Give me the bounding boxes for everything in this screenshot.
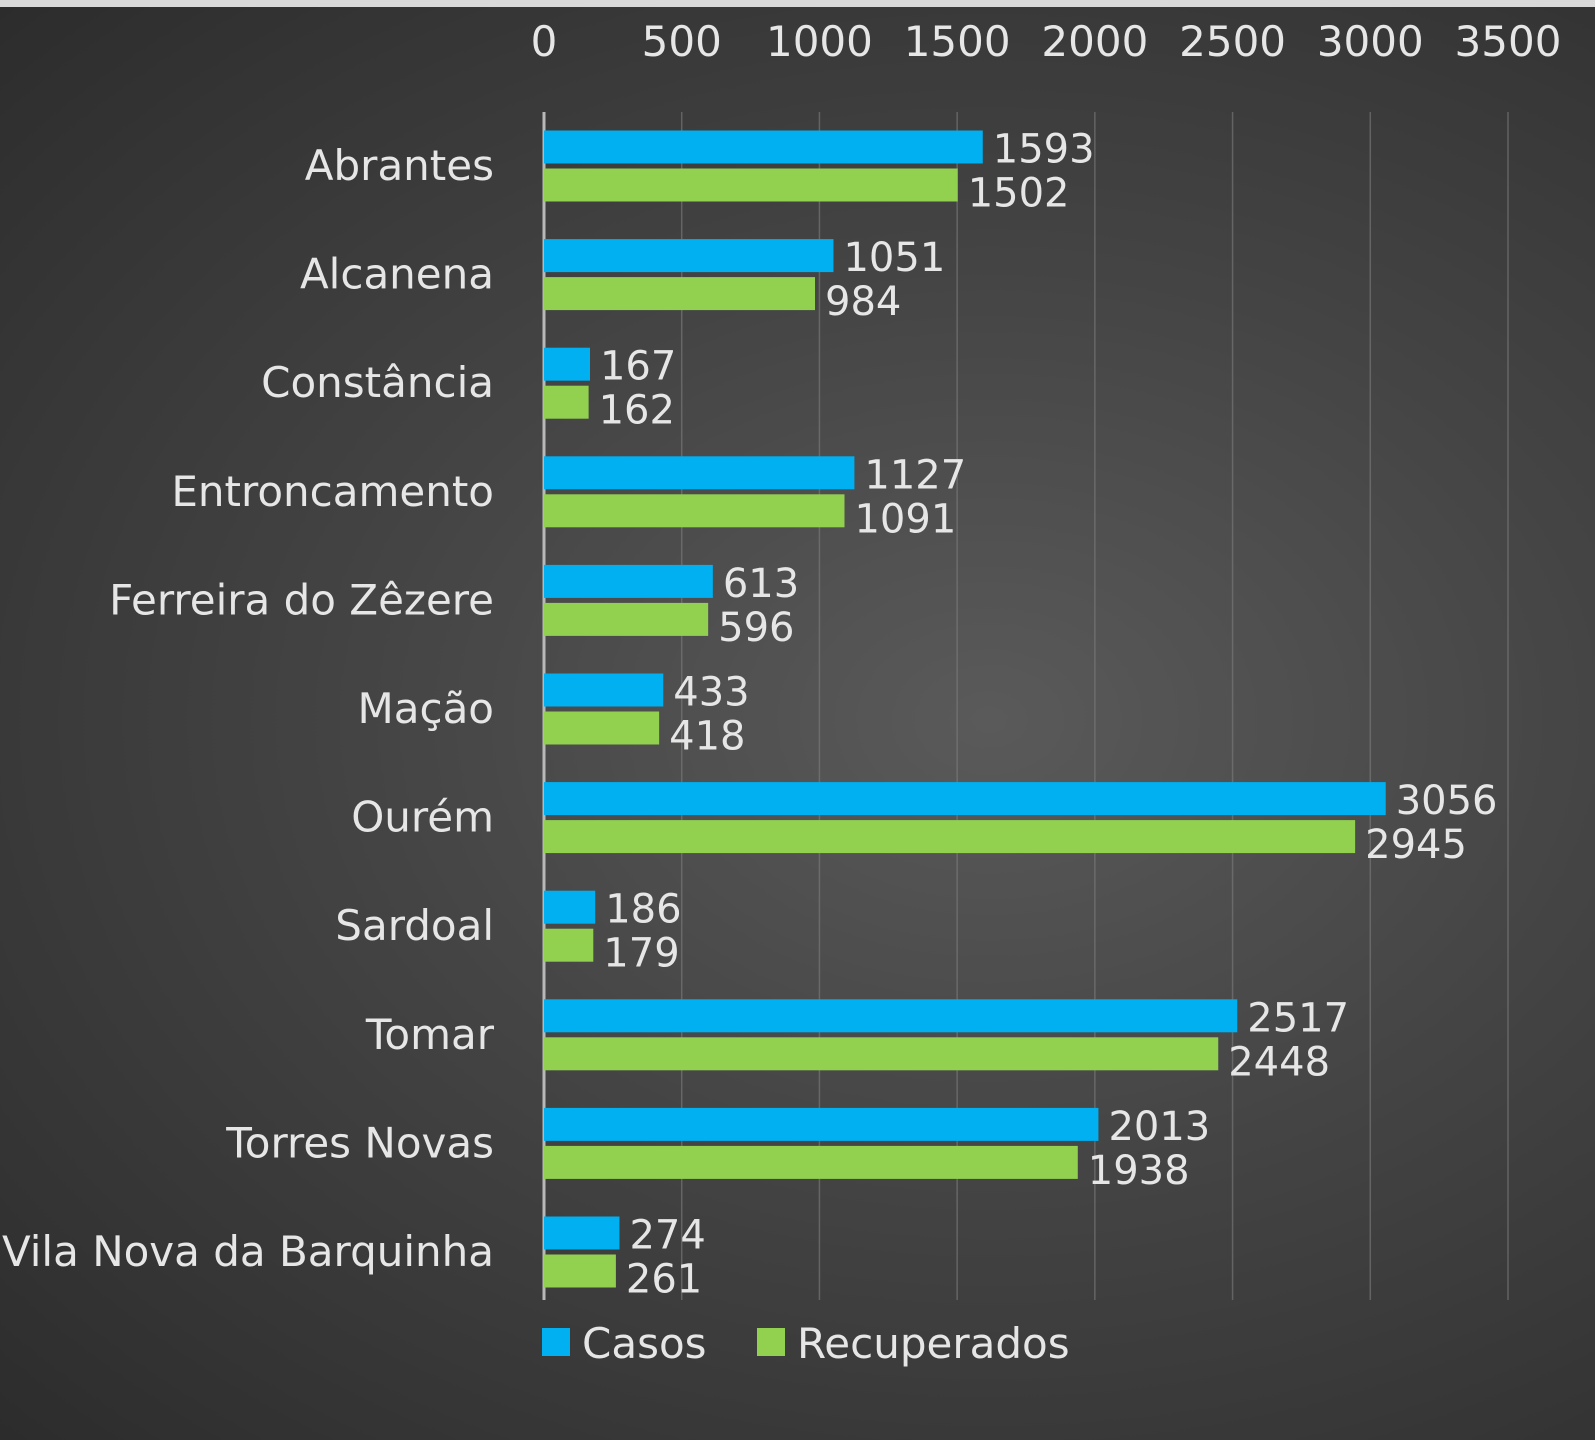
data-label: 2013: [1108, 1104, 1210, 1150]
bar-casos: [544, 1216, 620, 1250]
data-label: 1051: [843, 235, 945, 281]
data-label: 162: [599, 388, 675, 434]
x-tick-label: 500: [642, 17, 722, 66]
bar-casos: [544, 564, 713, 598]
x-tick-label: 2000: [1041, 17, 1148, 66]
bar-recuperados: [544, 820, 1356, 854]
data-label: 179: [603, 931, 679, 977]
legend-label: Recuperados: [797, 1319, 1070, 1368]
data-label: 167: [600, 344, 676, 390]
data-label: 3056: [1396, 778, 1498, 824]
category-label: Vila Nova da Barquinha: [2, 1227, 494, 1276]
category-label: Constância: [261, 358, 494, 407]
bar-casos: [544, 999, 1238, 1033]
bar-casos: [544, 782, 1386, 816]
data-label: 596: [718, 605, 794, 651]
bar-casos: [544, 1107, 1099, 1141]
x-tick-label: 1000: [766, 17, 873, 66]
bar-casos: [544, 130, 983, 164]
bar-recuperados: [544, 1037, 1219, 1071]
x-tick-label: 3500: [1455, 17, 1562, 66]
bar-casos: [544, 456, 855, 490]
category-label: Entroncamento: [171, 467, 494, 516]
data-label: 1502: [968, 171, 1070, 217]
data-label: 274: [629, 1213, 705, 1259]
bar-recuperados: [544, 928, 594, 962]
x-tick-label: 1500: [904, 17, 1011, 66]
x-tick-label: 0: [531, 17, 558, 66]
category-label: Ferreira do Zêzere: [109, 575, 494, 624]
category-label: Abrantes: [305, 141, 494, 190]
data-label: 261: [626, 1257, 702, 1303]
bar-recuperados: [544, 602, 709, 636]
data-label: 418: [669, 714, 745, 760]
data-label: 2448: [1228, 1039, 1330, 1085]
bar-recuperados: [544, 1145, 1078, 1179]
x-tick-label: 2500: [1179, 17, 1286, 66]
bar-recuperados: [544, 385, 589, 419]
bar-recuperados: [544, 1254, 616, 1288]
data-label: 186: [605, 887, 681, 933]
top-edge-strip: [0, 0, 1595, 7]
data-label: 1091: [854, 496, 956, 542]
category-label: Torres Novas: [225, 1118, 494, 1167]
bar-casos: [544, 673, 664, 707]
category-label: Alcanena: [300, 250, 494, 299]
category-label: Ourém: [351, 793, 494, 842]
data-label: 984: [825, 279, 901, 325]
data-label: 2945: [1365, 822, 1467, 868]
x-tick-label: 3000: [1317, 17, 1424, 66]
category-label: Tomar: [365, 1010, 495, 1059]
bar-recuperados: [544, 277, 816, 311]
legend-swatch-recuperados: [757, 1328, 785, 1356]
bar-recuperados: [544, 494, 845, 528]
legend-label: Casos: [582, 1319, 707, 1368]
bar-casos: [544, 890, 596, 924]
data-label: 613: [723, 561, 799, 607]
legend-swatch-casos: [542, 1328, 570, 1356]
bar-casos: [544, 239, 834, 273]
category-label: Mação: [358, 684, 495, 733]
data-label: 1127: [864, 452, 966, 498]
data-label: 2517: [1247, 995, 1349, 1041]
data-label: 1938: [1088, 1148, 1190, 1194]
bar-recuperados: [544, 168, 958, 202]
bar-recuperados: [544, 711, 660, 745]
data-label: 433: [673, 670, 749, 716]
category-label: Sardoal: [335, 901, 494, 950]
bar-casos: [544, 347, 590, 381]
data-label: 1593: [993, 127, 1095, 173]
